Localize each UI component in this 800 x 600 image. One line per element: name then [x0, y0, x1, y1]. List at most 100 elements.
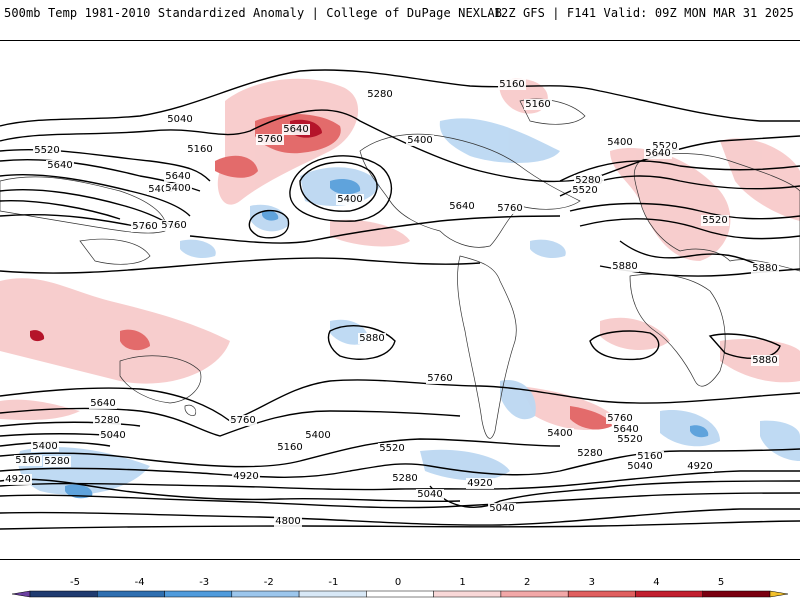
contour-label: 5880	[612, 261, 637, 272]
contour-label-bg	[232, 471, 260, 482]
contour-label-bg	[304, 430, 332, 441]
contour-label: 5520	[702, 215, 727, 226]
warm-anomaly-shading	[0, 78, 800, 431]
contour-label: 5040	[417, 489, 442, 500]
contour-label-bg	[366, 89, 394, 100]
contour-label: 5160	[187, 144, 212, 155]
contour-label: 5640	[645, 148, 670, 159]
contour-label: 5760	[161, 220, 186, 231]
contour-label: 5040	[627, 461, 652, 472]
contour-label-bg	[358, 333, 386, 344]
contour-label: 5760	[427, 373, 452, 384]
contour-label-bg	[406, 135, 434, 146]
contour-label: 5400	[407, 135, 432, 146]
contour-label-bg	[378, 443, 406, 454]
colorbar-tick-label: -5	[70, 577, 80, 588]
contour-label-bg	[14, 455, 42, 466]
contour-label-bg	[498, 79, 526, 90]
contour-label: 5280	[44, 456, 69, 467]
contour-label-bg	[576, 448, 604, 459]
contour-label-bg	[701, 215, 729, 226]
contour-label-bg	[31, 441, 59, 452]
colorbar-swatch	[500, 590, 569, 598]
contour-label: 5280	[367, 89, 392, 100]
colorbar-tick-label: 1	[459, 577, 465, 588]
contour-label: 5160	[499, 79, 524, 90]
colorbar-swatches	[11, 590, 789, 598]
colorbar-swatch	[298, 590, 367, 598]
contour-label-bg	[496, 203, 524, 214]
contour-label-bg	[166, 114, 194, 125]
contour-label-bg	[644, 148, 672, 159]
contour-label: 5640	[47, 160, 72, 171]
contour-label: 5400	[32, 441, 57, 452]
contour-label-bg	[164, 171, 192, 182]
colorbar-tick-label: -2	[264, 577, 274, 588]
contour-label: 5760	[607, 413, 632, 424]
colorbar-tick-label: -1	[328, 577, 338, 588]
contour-label-bg	[391, 473, 419, 484]
contour-label: 5160	[637, 451, 662, 462]
contour-label: 5640	[90, 398, 115, 409]
contour-label-bg	[282, 124, 310, 135]
contour-label: 5160	[525, 99, 550, 110]
contour-label: 5880	[359, 333, 384, 344]
contour-labels: 5040528051605160552056405400540056405760…	[4, 79, 779, 527]
contour-label-bg	[606, 413, 634, 424]
contour-label: 5760	[257, 134, 282, 145]
contour-label-bg	[426, 373, 454, 384]
contour-label: 5040	[167, 114, 192, 125]
colorbar-tick-label: 2	[524, 577, 530, 588]
colorbar-tick-label: 0	[395, 577, 401, 588]
anomaly-colorbar: -5 -4 -3 -2 -1 0 1 2 3 4 5	[11, 577, 789, 598]
colorbar-swatch	[97, 590, 165, 598]
contour-label-bg	[274, 516, 302, 527]
colorbar-swatch	[567, 590, 636, 598]
contour-label-bg	[651, 141, 679, 152]
contour-label-bg	[751, 355, 779, 366]
contour-label-bg	[164, 183, 192, 194]
anomaly-map: 5040528051605160552056405400540056405760…	[0, 69, 800, 530]
contour-label-bg	[43, 456, 71, 467]
contour-label-bg	[574, 175, 602, 186]
contour-label: 4920	[467, 478, 492, 489]
contour-label: 5880	[752, 263, 777, 274]
contour-label-bg	[606, 137, 634, 148]
contour-label: 5400	[547, 428, 572, 439]
contour-label-bg	[4, 474, 32, 485]
colorbar-swatch	[702, 590, 771, 598]
contour-label-bg	[229, 415, 257, 426]
contour-label-bg	[616, 434, 644, 445]
contour-label: 5400	[337, 194, 362, 205]
contour-label: 5400	[607, 137, 632, 148]
map-panel: 5040 5280 5160 5160 5520 5640 5400 5400 5640 5760…	[0, 40, 800, 560]
colorbar-tick-label: 5	[718, 577, 724, 588]
contour-label-bg	[546, 428, 574, 439]
colorbar-tick-label: 4	[653, 577, 659, 588]
contour-label-bg	[751, 263, 779, 274]
model-run-info: 12Z GFS | F141 Valid: 09Z MON MAR 31 202…	[493, 6, 794, 20]
contour-label: 4920	[5, 474, 30, 485]
contour-label: 5280	[575, 175, 600, 186]
contour-label-bg	[186, 144, 214, 155]
colorbar-swatch	[29, 590, 98, 598]
contour-label-bg	[448, 201, 476, 212]
header-bar: 500mb Temp 1981-2010 Standardized Anomal…	[0, 0, 800, 32]
contour-label-bg	[571, 185, 599, 196]
contour-label: 5280	[577, 448, 602, 459]
contour-label: 5520	[652, 141, 677, 152]
contour-label-bg	[612, 424, 640, 435]
contour-label: 5880	[752, 355, 777, 366]
map-title: 500mb Temp 1981-2010 Standardized Anomal…	[4, 6, 503, 20]
contour-label: 5520	[379, 443, 404, 454]
colorbar-swatch	[164, 590, 233, 598]
contour-label-bg	[46, 160, 74, 171]
contour-label: 5040	[100, 430, 125, 441]
contour-label: 4920	[687, 461, 712, 472]
contour-label-bg	[488, 503, 516, 514]
colorbar-min-arrow	[11, 590, 31, 598]
colorbar-swatch	[231, 590, 300, 598]
contour-label-bg	[336, 194, 364, 205]
contour-label: 5640	[613, 424, 638, 435]
contour-label: 5400	[305, 430, 330, 441]
